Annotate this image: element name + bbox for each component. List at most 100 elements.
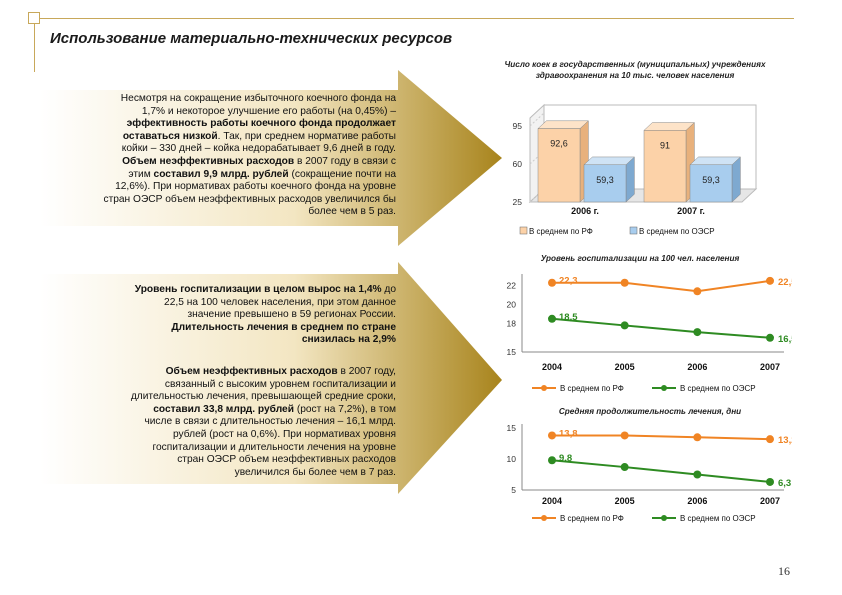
legend-marker bbox=[661, 515, 667, 521]
series-line bbox=[552, 434, 771, 441]
chart1-title: Число коек в государственных (муниципаль… bbox=[504, 60, 766, 80]
data-label: 16,5 bbox=[778, 334, 792, 345]
text-line: связанный с высоким уровнем госпитализац… bbox=[30, 379, 396, 392]
bar-top bbox=[643, 122, 696, 131]
series-line bbox=[551, 317, 771, 339]
bar-top bbox=[689, 156, 742, 166]
data-point bbox=[620, 321, 629, 330]
data-point bbox=[548, 314, 556, 323]
bold-text-segment: эффективность работы коечного фонда прод… bbox=[126, 118, 396, 130]
data-point bbox=[548, 456, 556, 465]
text-segment: . Так, при среднем нормативе работы bbox=[217, 130, 396, 142]
y-gridline bbox=[529, 112, 545, 127]
text-line: значение превышено в 59 регионах России. bbox=[30, 309, 396, 322]
text-segment: в 2007 году в связи с bbox=[294, 155, 396, 167]
text-line: Уровень госпитализации в целом вырос на … bbox=[30, 284, 396, 297]
text-line: рублей (рост на 0,6%). При нормативах ур… bbox=[30, 429, 396, 442]
text-line: этим составил 9,9 млрд. рублей (сокращен… bbox=[30, 169, 396, 182]
y-tick-label: 95 bbox=[513, 121, 523, 131]
y-tick-label: 10 bbox=[507, 454, 517, 464]
text-segment: 22,5 на 100 человек населения, при этом … bbox=[164, 296, 396, 308]
text-segment: рублей (рост на 0,6%). При нормативах ур… bbox=[173, 428, 396, 440]
x-tick-label: 2004 bbox=[542, 496, 562, 506]
legend-marker bbox=[541, 515, 547, 521]
legend-swatch bbox=[629, 226, 638, 235]
text-segment: стран ОЭСР объем неэффективных расходов … bbox=[103, 193, 396, 205]
text-segment: Несмотря на сокращение избыточного коечн… bbox=[120, 93, 396, 104]
y-tick-label: 18 bbox=[507, 319, 517, 329]
bar-value-label: 91 bbox=[660, 140, 670, 150]
data-point bbox=[766, 333, 774, 342]
bold-text-segment: составил 9,9 млрд. рублей bbox=[153, 168, 289, 180]
text-line: 12,6%). При нормативах работы коечного ф… bbox=[30, 181, 396, 194]
bar-value-label: 92,6 bbox=[550, 139, 568, 149]
text-line: койки – 330 дней – койка недорабатывает … bbox=[30, 143, 396, 156]
text-segment: госпитализации и длительности лечения на… bbox=[152, 441, 396, 453]
y-gridline bbox=[529, 150, 545, 165]
y-gridline bbox=[529, 188, 545, 203]
beds-bar-chart: 25 60 95 92,6 59,3 2006 г. 91 59,3 2007 г. В сред… bbox=[513, 103, 758, 236]
text-segment: длительностью лечения, превышающей средн… bbox=[130, 391, 396, 403]
text-line: длительностью лечения, превышающей средн… bbox=[30, 391, 396, 404]
bold-text-segment: снизилась на 2,9% bbox=[301, 334, 396, 346]
text-block-inefficient-costs: Объем неэффективных расходов в 2007 году… bbox=[30, 366, 396, 479]
y-tick-label: 22 bbox=[507, 281, 517, 291]
x-category-label: 2006 г. bbox=[571, 206, 599, 216]
bold-text-segment: Объем неэффективных расходов bbox=[165, 366, 338, 377]
text-line: более чем в 5 раз. bbox=[30, 206, 396, 219]
text-line: 22,5 на 100 человек населения, при этом … bbox=[30, 297, 396, 310]
chart2-title: Уровень госпитализации на 100 чел. насел… bbox=[540, 254, 740, 263]
legend-label: В среднем по ОЭСР bbox=[639, 227, 715, 236]
legend-label: В среднем по РФ bbox=[529, 227, 593, 236]
bar bbox=[583, 164, 627, 203]
text-segment: (сокращение почти на bbox=[288, 168, 396, 180]
text-line: госпитализации и длительности лечения на… bbox=[30, 442, 396, 455]
y-tick-label: 15 bbox=[507, 423, 517, 433]
text-segment: до bbox=[381, 284, 396, 295]
text-segment: стран ОЭСР объем неэффективных расходов bbox=[177, 454, 396, 466]
legend-label: В среднем по РФ bbox=[560, 384, 624, 393]
text-segment: числе в связи с длительностью лечения – … bbox=[144, 416, 396, 428]
x-tick-label: 2005 bbox=[615, 496, 635, 506]
y-tick-label: 25 bbox=[513, 197, 523, 207]
y-tick-label: 60 bbox=[513, 159, 523, 169]
x-tick-label: 2005 bbox=[615, 362, 635, 372]
series-line bbox=[552, 279, 771, 293]
bar-top bbox=[537, 120, 590, 129]
text-segment: 1,7% и некоторое улучшение его работы (н… bbox=[141, 105, 396, 117]
text-line: снизилась на 2,9% bbox=[30, 334, 396, 347]
data-point bbox=[548, 431, 556, 440]
text-line: Несмотря на сокращение избыточного коечн… bbox=[30, 93, 396, 106]
x-tick-label: 2006 bbox=[687, 362, 707, 372]
legend-label: В среднем по ОЭСР bbox=[680, 384, 756, 393]
bold-text-segment: Объем неэффективных расходов bbox=[122, 155, 295, 167]
data-label: 22,3 bbox=[559, 276, 578, 287]
bar bbox=[537, 128, 581, 203]
data-label: 6,3 bbox=[778, 478, 791, 489]
bar-value-label: 59,3 bbox=[596, 175, 614, 185]
data-point bbox=[693, 470, 702, 479]
data-label: 13,8 bbox=[559, 428, 578, 439]
data-point bbox=[766, 435, 774, 444]
text-line: числе в связи с длительностью лечения – … bbox=[30, 416, 396, 429]
text-segment: койки – 330 дней – койка недорабатывает … bbox=[121, 143, 396, 155]
text-segment: в 2007 году, bbox=[337, 366, 396, 377]
text-line: увеличился бы более чем в 7 раз. bbox=[30, 467, 396, 480]
page-number: 16 bbox=[778, 564, 790, 578]
x-tick-label: 2004 bbox=[542, 362, 562, 372]
arrow-shape-1 bbox=[40, 70, 502, 246]
data-point bbox=[620, 463, 629, 472]
legend-label: В среднем по РФ bbox=[560, 514, 624, 523]
text-block-hospitalization: Уровень госпитализации в целом вырос на … bbox=[30, 284, 396, 347]
x-tick-label: 2007 bbox=[760, 496, 780, 506]
data-point bbox=[548, 278, 556, 287]
hospitalization-line-chart: 15 18 20 22 2004 2005 2006 2007 22,3 22,5 18,5 16,5… bbox=[507, 274, 792, 393]
frame-corner-square bbox=[28, 12, 40, 24]
data-point bbox=[693, 328, 702, 337]
text-line: Длительность лечения в среднем по стране bbox=[30, 322, 396, 335]
text-segment: более чем в 5 раз. bbox=[308, 206, 396, 218]
data-label: 18,5 bbox=[559, 312, 578, 323]
data-point bbox=[766, 477, 774, 486]
treatment-duration-line-chart: 5 10 15 2004 2005 2006 2007 13,8 13,2 9,8 6,3 В сре… bbox=[507, 423, 792, 523]
frame-top-line bbox=[34, 18, 794, 19]
